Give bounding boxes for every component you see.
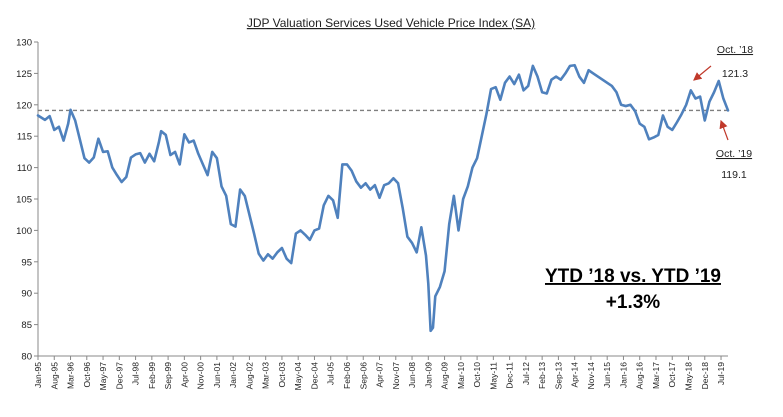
x-tick-label: Jul-19: [716, 362, 726, 385]
ytd-callout-title: YTD ’18 vs. YTD ’19: [545, 266, 721, 287]
x-tick-label: Jan-02: [228, 362, 238, 388]
y-tick-label: 105: [16, 195, 32, 206]
x-tick-label: Oct-03: [277, 362, 287, 388]
annotation-oct18-value: 121.3: [722, 68, 748, 80]
x-tick-label: Mar-17: [651, 362, 661, 389]
x-tick-label: Oct-96: [82, 362, 92, 388]
ytd-callout-value: +1.3%: [606, 292, 661, 313]
x-tick-label: Jun-15: [602, 362, 612, 388]
x-tick-label: May-04: [293, 362, 303, 391]
annotation-oct19-arrow: [719, 119, 729, 141]
x-tick-label: Jan-09: [423, 362, 433, 388]
x-tick-label: Dec-04: [309, 362, 319, 390]
x-tick-label: Mar-10: [456, 362, 466, 389]
series-line-price-index: [36, 63, 730, 333]
x-tick-label: Sep-06: [358, 362, 368, 390]
x-tick-label: Aug-16: [635, 362, 645, 390]
x-tick-label: Mar-96: [66, 362, 76, 389]
x-tick-label: May-11: [488, 362, 498, 390]
x-tick-label: Feb-13: [537, 362, 547, 389]
x-tick-label: Nov-14: [586, 362, 596, 390]
annotation-oct19: Oct. ’19 119.1: [716, 119, 752, 181]
annotation-oct19-value: 119.1: [721, 169, 747, 181]
ytd-callout: YTD ’18 vs. YTD ’19 +1.3%: [545, 266, 721, 313]
x-tick-label: Jan-16: [618, 362, 628, 388]
plot-area: 80 85 90 95 100 105 110 115 120 125 130 Jan-95 Aug-…: [16, 38, 730, 390]
x-tick-label: Dec-18: [700, 362, 710, 390]
x-tick-label: Jul-12: [521, 362, 531, 385]
annotation-oct18-arrow: [693, 65, 712, 81]
y-tick-label: 80: [21, 352, 32, 363]
y-tick-label: 90: [21, 289, 32, 300]
x-tick-label: Nov-07: [391, 362, 401, 390]
x-tick-label: Aug-95: [49, 362, 59, 390]
annotation-oct18: Oct. ’18 121.3: [693, 44, 753, 81]
annotation-oct18-label: Oct. ’18: [717, 44, 753, 56]
y-tick-label: 130: [16, 38, 32, 49]
x-tick-label: Nov-00: [196, 362, 206, 390]
x-tick-label: May-18: [684, 362, 694, 391]
chart-title: JDP Valuation Services Used Vehicle Pric…: [247, 16, 535, 30]
y-tick-label: 95: [21, 257, 32, 268]
x-tick-label: Feb-06: [342, 362, 352, 389]
x-tick-label: May-97: [98, 362, 108, 391]
x-tick-label: Oct-10: [472, 362, 482, 388]
y-tick-label: 85: [21, 320, 32, 331]
x-tick-label: Oct-17: [667, 362, 677, 388]
x-tick-label: Jul-05: [326, 362, 336, 385]
y-axis-ticks: 80 85 90 95 100 105 110 115 120 125 130: [16, 38, 38, 363]
x-tick-label: Sep-99: [163, 362, 173, 390]
x-tick-label: Aug-02: [244, 362, 254, 390]
x-tick-label: Dec-97: [114, 362, 124, 390]
y-tick-label: 115: [17, 132, 32, 143]
x-tick-label: Jan-95: [33, 362, 43, 388]
x-tick-label: Apr-07: [375, 362, 385, 388]
y-tick-label: 110: [17, 163, 32, 174]
x-tick-label: Apr-00: [179, 362, 189, 388]
y-tick-label: 125: [16, 69, 32, 80]
x-tick-label: Feb-99: [147, 362, 157, 389]
x-tick-label: Mar-03: [261, 362, 271, 389]
x-tick-label: Aug-09: [440, 362, 450, 390]
x-axis-ticks: Jan-95 Aug-95 Mar-96 Oct-96 May-97 Dec-97 Jul-…: [33, 356, 726, 390]
x-tick-label: Jul-98: [131, 362, 141, 385]
annotation-oct19-label: Oct. ’19: [716, 148, 752, 160]
x-tick-label: Jun-01: [212, 362, 222, 388]
x-tick-label: Dec-11: [505, 362, 515, 389]
x-tick-label: Jun-08: [407, 362, 417, 388]
y-tick-label: 120: [16, 100, 32, 111]
y-tick-label: 100: [16, 226, 32, 237]
x-tick-label: Apr-14: [570, 362, 580, 388]
x-tick-label: Sep-13: [553, 362, 563, 390]
